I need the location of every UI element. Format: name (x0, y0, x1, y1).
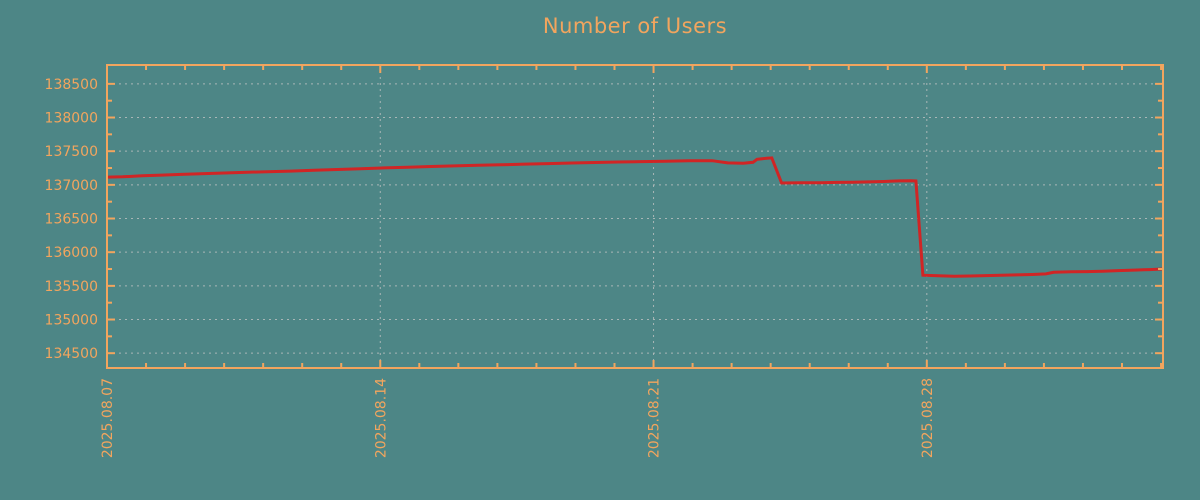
x-tick-label: 2025.08.28 (920, 378, 936, 458)
y-tick-label: 138000 (45, 110, 98, 126)
y-tick-label: 135500 (45, 279, 98, 295)
y-tick-label: 136500 (45, 211, 98, 227)
y-tick-label: 137000 (45, 178, 98, 194)
y-tick-label: 134500 (45, 346, 98, 362)
y-tick-label: 137500 (45, 144, 98, 160)
plot-border (106, 64, 1164, 369)
x-tick-label: 2025.08.14 (373, 378, 389, 458)
chart-title: Number of Users (542, 14, 728, 38)
y-tick-label: 138500 (45, 77, 98, 93)
x-tick-label: 2025.08.07 (100, 378, 116, 458)
y-tick-label: 136000 (45, 245, 98, 261)
data-line-number-of-users (106, 156, 1164, 278)
y-tick-label: 135000 (45, 312, 98, 328)
x-tick-label: 2025.08.21 (647, 378, 663, 458)
